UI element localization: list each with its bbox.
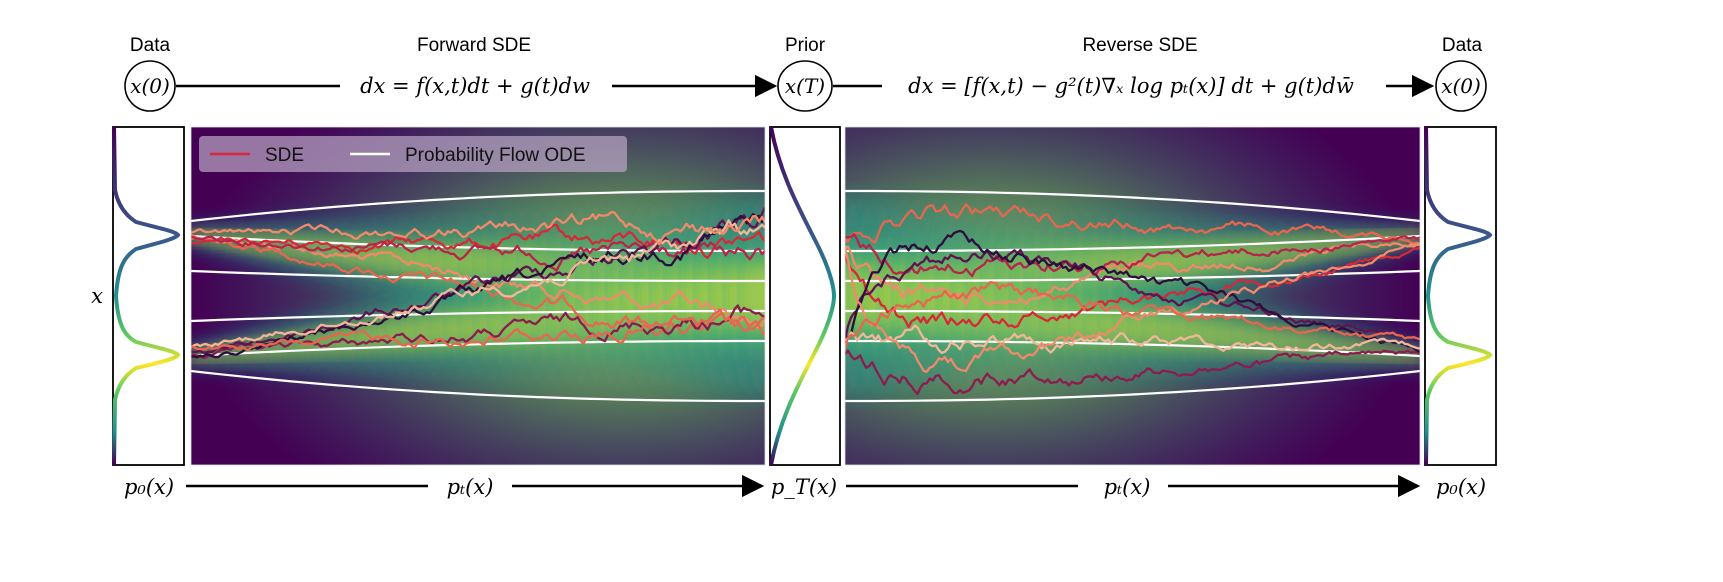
sde-sample-path bbox=[845, 233, 1420, 278]
bottom-label-pt-forward: pₜ(x) bbox=[447, 475, 494, 499]
header-prior: Prior bbox=[785, 35, 826, 56]
density-curve-data-right bbox=[1424, 126, 1493, 466]
sde-sample-path bbox=[845, 349, 1420, 396]
ode-flow-line bbox=[191, 189, 765, 223]
header-forward-sde: Forward SDE bbox=[417, 35, 531, 56]
node-x0-left-label: x(0) bbox=[130, 74, 170, 98]
density-panel-data-right bbox=[1424, 126, 1497, 466]
sde-sample-path bbox=[191, 308, 765, 352]
node-xT-label: x(T) bbox=[785, 74, 825, 98]
ode-flow-line bbox=[845, 369, 1420, 403]
legend-sde-label: SDE bbox=[265, 145, 304, 166]
bottom-label-pT: p_T(x) bbox=[771, 475, 837, 499]
sde-sample-path bbox=[845, 229, 1420, 354]
sde-sample-path bbox=[845, 281, 1420, 350]
y-axis-label: x bbox=[91, 284, 103, 308]
sde-sample-path bbox=[845, 324, 1420, 355]
bottom-label-p0-left: p₀(x) bbox=[124, 475, 174, 499]
ode-flow-line bbox=[191, 369, 765, 403]
header-data-right: Data bbox=[1442, 35, 1483, 56]
ode-flow-line bbox=[845, 234, 1420, 253]
heatmap-reverse-frame bbox=[844, 126, 1421, 466]
bottom-label-p0-right: p₀(x) bbox=[1436, 475, 1486, 499]
node-x0-left: x(0) bbox=[124, 60, 176, 112]
sde-sample-path bbox=[191, 213, 765, 359]
legend: SDE Probability Flow ODE bbox=[199, 136, 627, 172]
heatmap-reverse bbox=[845, 127, 1420, 465]
density-curve-prior bbox=[769, 126, 837, 466]
sde-sample-path bbox=[191, 211, 765, 246]
node-x0-right: x(0) bbox=[1435, 60, 1487, 112]
legend-ode-label: Probability Flow ODE bbox=[405, 145, 586, 166]
ode-flow-line bbox=[191, 309, 765, 323]
ode-flow-line bbox=[845, 309, 1420, 323]
density-curve-data-left bbox=[112, 126, 181, 466]
ode-flow-line bbox=[191, 339, 765, 358]
sde-sample-path bbox=[191, 304, 765, 359]
header-data-left: Data bbox=[130, 35, 171, 56]
sde-sample-path bbox=[191, 219, 765, 349]
heatmap-forward-frame bbox=[190, 126, 766, 466]
header-reverse-sde: Reverse SDE bbox=[1082, 35, 1197, 56]
heatmap-forward bbox=[191, 127, 765, 465]
node-x0-right-label: x(0) bbox=[1441, 74, 1481, 98]
forward-equation: dx = f(x,t)dt + g(t)dw bbox=[360, 74, 590, 98]
sde-sample-path bbox=[191, 235, 765, 272]
density-panel-prior bbox=[769, 126, 841, 466]
density-panel-data-left bbox=[112, 126, 185, 466]
sde-sample-path bbox=[845, 242, 1420, 373]
reverse-equation: dx = [f(x,t) − g²(t)∇ₓ log pₜ(x)] dt + g… bbox=[908, 74, 1354, 98]
legend-box bbox=[199, 136, 627, 172]
sde-sample-path bbox=[845, 203, 1420, 246]
ode-flow-line bbox=[845, 189, 1420, 223]
node-xT: x(T) bbox=[777, 60, 833, 112]
ode-flow-line bbox=[845, 339, 1420, 358]
bottom-label-pt-reverse: pₜ(x) bbox=[1104, 475, 1151, 499]
sde-sample-path bbox=[845, 246, 1420, 329]
